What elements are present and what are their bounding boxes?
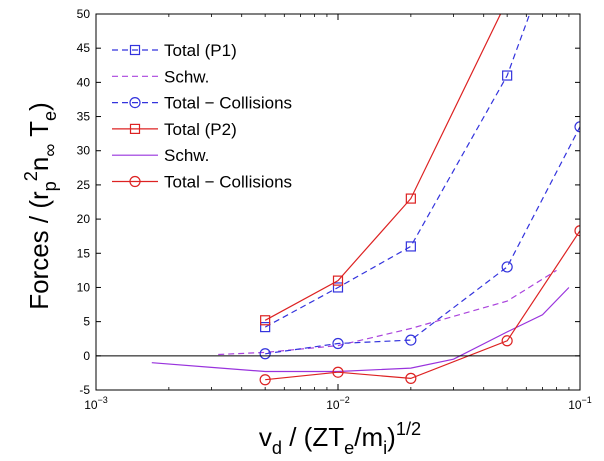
axes-layer: -5 0 5 10 15 20 25 30 35 40 45 50 10−3 10−2 10−1 vd / (… xyxy=(21,7,592,458)
y-tick-label-10: 40 xyxy=(77,75,91,89)
series-3-point-5 xyxy=(574,121,580,133)
y-axis-label: Forces / (rp2n∞ Te) xyxy=(21,102,60,310)
legend-item-4-marker xyxy=(129,123,141,135)
series-1-point-3 xyxy=(405,241,416,252)
series-5 xyxy=(151,287,570,373)
legend-item-3-label: Total − Collisions xyxy=(164,94,292,113)
series-4-point-3 xyxy=(405,193,416,204)
y-tick-label-3: 5 xyxy=(83,315,90,329)
y-tick-label-9: 35 xyxy=(77,110,91,124)
legend-item-4: Total (P2) xyxy=(112,120,237,139)
series-2 xyxy=(218,269,557,356)
legend-item-1: Total (P1) xyxy=(112,41,237,60)
x-axis-label: vd / (ZTe/mi)1/2 xyxy=(259,419,421,456)
series-1 xyxy=(260,0,539,333)
series-6-line xyxy=(265,230,580,381)
x-tick-label-2: 10−2 xyxy=(326,395,350,412)
y-tick-label-2: 0 xyxy=(83,349,90,363)
series-1-point-2 xyxy=(332,282,344,293)
legend-item-3-marker xyxy=(129,96,141,109)
legend-item-1-label: Total (P1) xyxy=(164,41,237,60)
legend-item-2: Schw. xyxy=(112,67,209,86)
series-4 xyxy=(260,0,512,326)
series-6-point-5 xyxy=(574,225,580,237)
series-1-point-4 xyxy=(502,70,513,81)
legend-item-5: Schw. xyxy=(112,146,209,165)
series-1-line xyxy=(264,14,531,328)
y-tick-label-5: 15 xyxy=(77,246,91,260)
series-3 xyxy=(259,121,580,360)
y-tick-label-6: 20 xyxy=(77,212,91,226)
series-3-point-3 xyxy=(405,334,417,346)
y-tick-label-8: 30 xyxy=(77,144,91,158)
series-1-point-5 xyxy=(530,0,539,5)
legend-item-6-marker xyxy=(129,175,141,188)
series-3-point-4 xyxy=(501,261,513,273)
series-6-point-2 xyxy=(332,366,344,378)
series-3-point-2 xyxy=(332,337,344,350)
series-4-point-2 xyxy=(332,275,344,286)
series-2-line xyxy=(218,269,557,356)
y-tick-label-11: 45 xyxy=(77,41,91,55)
y-tick-label-12: 50 xyxy=(77,7,91,21)
x-tick-label-1: 10−3 xyxy=(84,395,108,412)
series-3-line xyxy=(265,126,580,355)
legend-item-6: Total − Collisions xyxy=(112,173,292,192)
series-4-point-1 xyxy=(260,315,271,326)
legend-layer: Total (P1) Schw. Total − Collisions Total (… xyxy=(112,41,292,192)
series-1-point-1 xyxy=(260,322,271,333)
series-4-line xyxy=(264,14,502,321)
series-6-point-4 xyxy=(501,335,513,347)
series-4-point-4 xyxy=(503,0,512,5)
legend-item-4-label: Total (P2) xyxy=(164,120,237,139)
legend-item-3: Total − Collisions xyxy=(112,94,292,113)
legend: Total (P1) Schw. Total − Collisions Total (… xyxy=(112,41,292,192)
series-6-point-3 xyxy=(405,372,417,384)
legend-item-2-label: Schw. xyxy=(164,67,209,86)
legend-item-1-marker xyxy=(129,44,141,56)
y-tick-label-1: -5 xyxy=(79,383,90,397)
y-tick-label-7: 25 xyxy=(77,178,91,192)
series-layer xyxy=(151,0,580,386)
series-6 xyxy=(259,225,580,386)
legend-item-5-label: Schw. xyxy=(164,146,209,165)
series-6-point-1 xyxy=(259,374,271,386)
series-5-line xyxy=(151,287,570,373)
series-3-point-1 xyxy=(259,348,271,360)
x-tick-label-3: 10−1 xyxy=(568,395,592,412)
legend-item-6-label: Total − Collisions xyxy=(164,173,292,192)
y-tick-label-4: 10 xyxy=(77,280,91,294)
